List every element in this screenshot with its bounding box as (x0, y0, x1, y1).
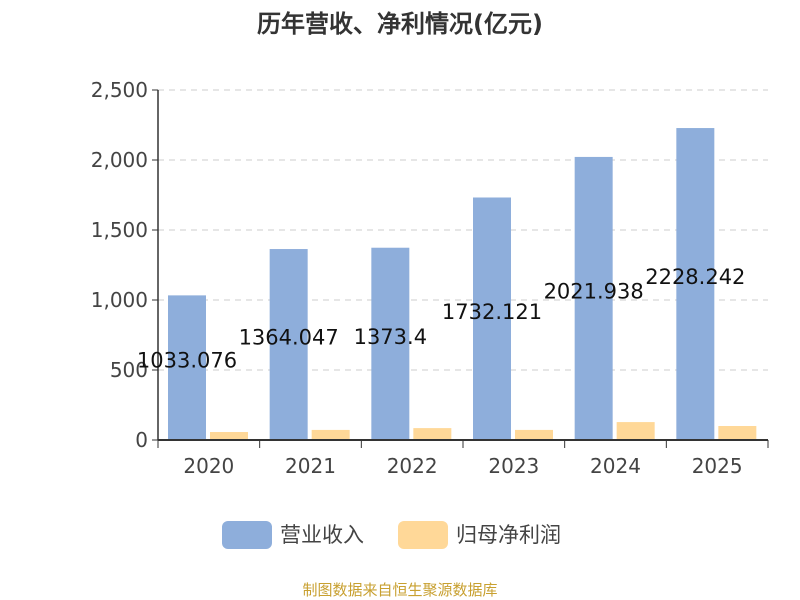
bar-revenue-2022 (371, 247, 410, 440)
x-tick-label: 2020 (183, 454, 234, 478)
x-tick-label: 2022 (387, 454, 438, 478)
bar-revenue-2025 (676, 128, 715, 440)
footer-source: 制图数据来自恒生聚源数据库 (302, 581, 497, 599)
data-label: 2228.242 (645, 265, 745, 289)
chart-title: 历年营收、净利情况(亿元) (257, 10, 543, 38)
bar-revenue-2020 (168, 295, 206, 440)
bar-revenue-2024 (574, 156, 613, 440)
bar-net-profit-2020 (210, 432, 248, 440)
bar-net-profit-2023 (515, 429, 553, 440)
data-label: 1732.121 (442, 300, 542, 324)
y-tick-label: 500 (110, 358, 148, 382)
data-label: 1364.047 (239, 326, 339, 350)
x-tick-label: 2024 (590, 454, 641, 478)
bar-revenue-2021 (269, 249, 308, 440)
bar-net-profit-2022 (413, 428, 452, 440)
x-tick-label: 2025 (692, 454, 743, 478)
data-label: 1373.4 (354, 325, 427, 349)
bar-net-profit-2024 (616, 422, 655, 440)
legend-swatch[interactable] (398, 521, 448, 549)
x-tick-label: 2021 (285, 454, 336, 478)
legend-label[interactable]: 归母净利润 (456, 523, 561, 547)
data-label: 1033.076 (137, 349, 237, 373)
legend-swatch[interactable] (222, 521, 272, 549)
y-tick-label: 1,000 (91, 288, 148, 312)
y-tick-label: 2,500 (91, 78, 148, 102)
x-tick-label: 2023 (488, 454, 539, 478)
y-tick-label: 0 (135, 428, 148, 452)
y-tick-label: 2,000 (91, 148, 148, 172)
bar-net-profit-2021 (311, 429, 350, 440)
bar-net-profit-2025 (718, 426, 757, 440)
legend-label[interactable]: 营业收入 (280, 523, 364, 547)
bar-revenue-2023 (473, 197, 511, 440)
data-label: 2021.938 (544, 279, 644, 303)
y-tick-label: 1,500 (91, 218, 148, 242)
